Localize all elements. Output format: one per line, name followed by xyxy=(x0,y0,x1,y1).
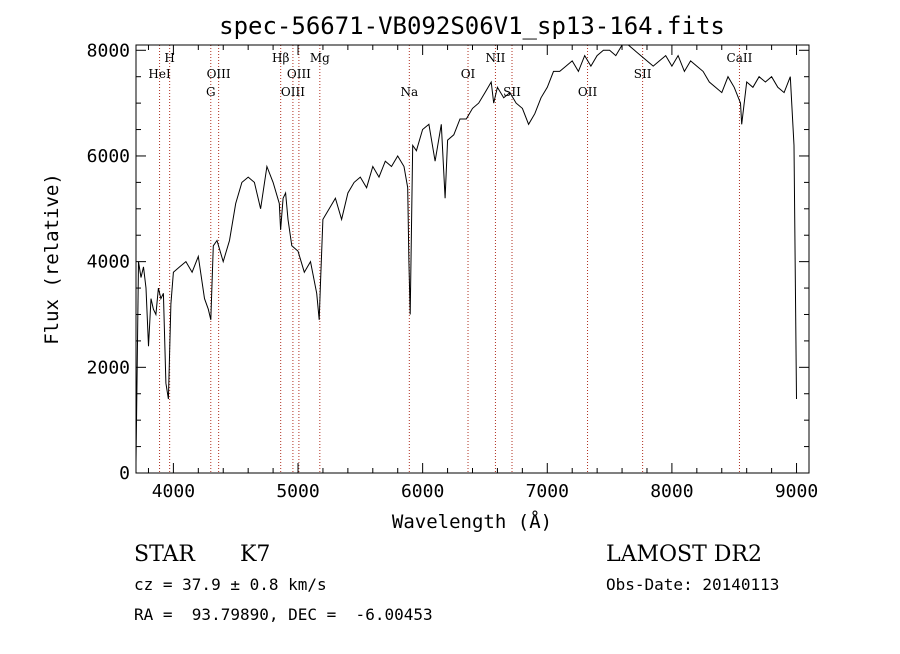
x-tick-label-2: 6000 xyxy=(401,481,444,502)
x-tick-label-1: 5000 xyxy=(276,481,319,502)
y-tick-label-1: 2000 xyxy=(87,357,130,378)
line-marker-label-8: Na xyxy=(400,85,418,99)
survey-name: LAMOST DR2 xyxy=(606,542,762,567)
y-axis-label: Flux (relative) xyxy=(41,173,63,345)
flux-series xyxy=(135,44,797,463)
chart-title: spec-56671-VB092S06V1_sp13-164.fits xyxy=(219,12,725,40)
x-axis-label: Wavelength (Å) xyxy=(392,510,552,533)
object-type: STAR xyxy=(134,542,196,567)
line-marker-label-12: OII xyxy=(578,85,598,99)
spectral-line-markers: HeI H G OIII Hβ OIII OIII Mg Na OI NII SII OII SII CaI… xyxy=(148,45,753,473)
line-marker-label-14: CaII xyxy=(727,51,753,65)
line-marker-label-6: OIII xyxy=(287,67,311,81)
x-tick-label-0: 4000 xyxy=(152,481,195,502)
redshift-velocity: cz = 37.9 ± 0.8 km/s xyxy=(134,575,327,594)
x-tick-label-3: 7000 xyxy=(526,481,569,502)
axis-ticks: 4000 5000 6000 7000 8000 9000 0 2000 4000 6000 800… xyxy=(87,40,819,502)
line-marker-label-11: SII xyxy=(503,85,521,99)
line-marker-label-0: HeI xyxy=(148,67,171,81)
observation-date: Obs-Date: 20140113 xyxy=(606,575,779,594)
y-tick-label-2: 4000 xyxy=(87,252,130,273)
line-marker-label-9: OI xyxy=(461,67,476,81)
spectral-subclass: K7 xyxy=(240,542,270,567)
sky-coordinates: RA = 93.79890, DEC = -6.00453 xyxy=(134,605,433,624)
flux-line-0 xyxy=(135,44,797,463)
line-marker-label-7: Mg xyxy=(310,51,330,65)
line-marker-label-5: OIII xyxy=(281,85,305,99)
y-tick-label-0: 0 xyxy=(119,463,130,484)
line-marker-label-3: OIII xyxy=(207,67,231,81)
x-tick-label-4: 8000 xyxy=(650,481,693,502)
line-marker-label-4: Hβ xyxy=(272,51,289,65)
line-marker-label-2: G xyxy=(206,85,216,99)
y-tick-label-4: 8000 xyxy=(87,40,130,61)
line-marker-label-13: SII xyxy=(634,67,652,81)
line-marker-label-1: H xyxy=(164,51,174,65)
x-tick-label-5: 9000 xyxy=(775,481,818,502)
line-marker-label-10: NII xyxy=(485,51,505,65)
y-tick-label-3: 6000 xyxy=(87,146,130,167)
